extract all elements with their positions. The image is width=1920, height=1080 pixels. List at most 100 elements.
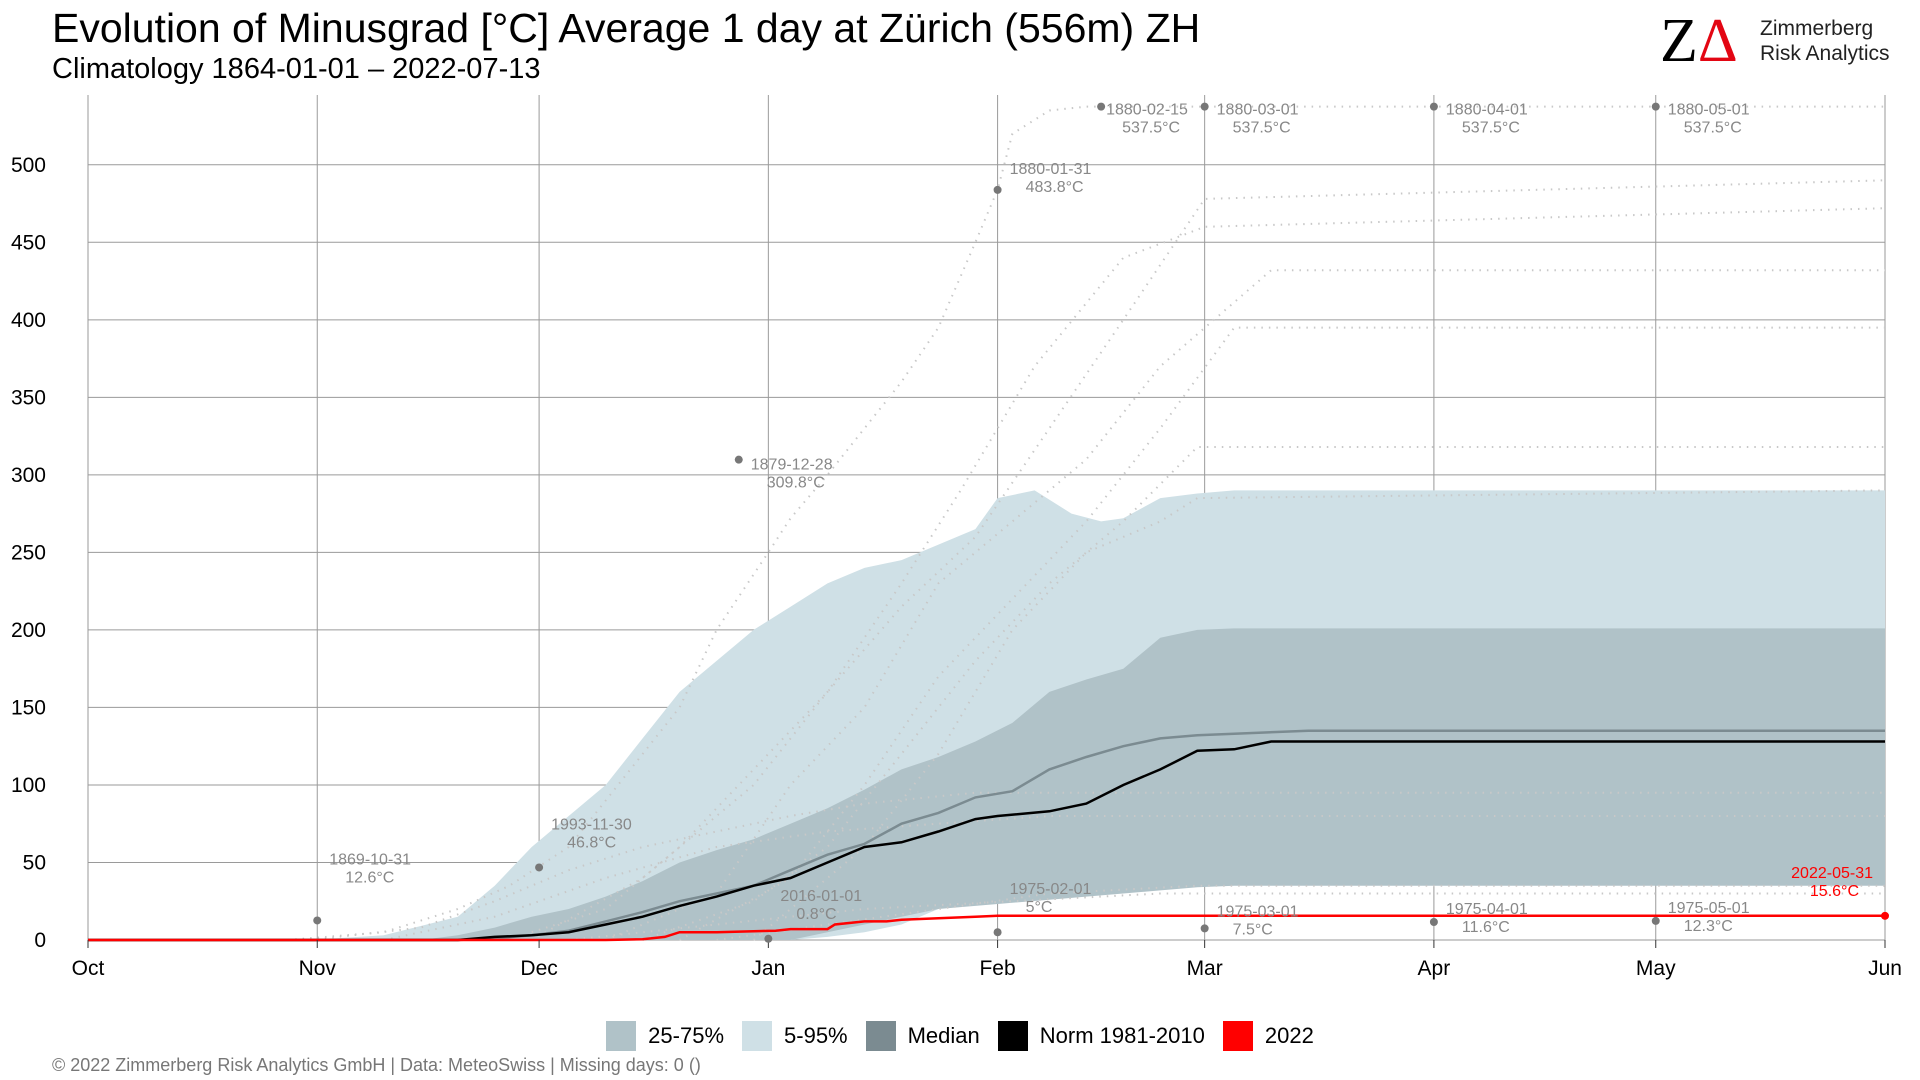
y-tick-label: 350	[11, 386, 46, 409]
x-tick-label: Jan	[751, 957, 785, 980]
annotation-date: 2022-05-31	[1791, 865, 1873, 882]
page-title: Evolution of Minusgrad [°C] Average 1 da…	[52, 5, 1201, 51]
logo-mark: ZΔ	[1660, 8, 1738, 74]
legend-swatch	[742, 1021, 773, 1051]
history-line	[309, 791, 1885, 941]
y-tick-label: 200	[11, 619, 46, 642]
annotation-value: 309.8°C	[767, 475, 825, 492]
annotation-value: 12.3°C	[1684, 918, 1733, 935]
annotation-date: 1880-01-31	[1010, 161, 1092, 178]
annotation-date: 1975-05-01	[1668, 900, 1750, 917]
annotation-value: 46.8°C	[567, 834, 616, 851]
annotation-date: 1880-04-01	[1446, 102, 1528, 119]
annotation-point	[1651, 102, 1660, 111]
legend-item: 5-95%	[742, 1021, 848, 1051]
y-tick-label: 400	[11, 309, 46, 332]
legend-swatch	[1222, 1021, 1253, 1051]
legend-item: Median	[865, 1021, 980, 1051]
logo-name: Zimmerberg Risk Analytics	[1760, 16, 1890, 66]
annotation-value: 537.5°C	[1122, 120, 1180, 137]
annotation-point	[993, 185, 1002, 194]
annotation-point	[1429, 102, 1438, 111]
annotation-point	[1200, 924, 1209, 933]
y-tick-label: 50	[23, 851, 46, 874]
chart-legend: 25-75% 5-95% Median Norm 1981-2010 2022	[0, 1018, 1920, 1054]
annotation-value: 0.8°C	[796, 906, 836, 923]
logo-name-line1: Zimmerberg	[1760, 17, 1874, 40]
annotation-value: 12.6°C	[345, 869, 394, 886]
median-line	[88, 729, 1885, 942]
x-tick-label: May	[1636, 957, 1676, 980]
chart-history-lines	[287, 105, 1886, 941]
history-line	[287, 105, 1885, 941]
annotation-value: 537.5°C	[1684, 120, 1742, 137]
y-tick-label: 150	[11, 696, 46, 719]
annotation-date: 1879-12-28	[751, 457, 833, 474]
chart-axes: 0 50 100 150 200 250 300 350 400 450 500 Oct Nov Dec J…	[11, 154, 1902, 980]
annotation-value: 483.8°C	[1026, 179, 1084, 196]
chart-series-lines	[88, 729, 1885, 942]
chart-bands	[88, 490, 1885, 940]
y-tick-label: 250	[11, 541, 46, 564]
annotation-date: 1975-02-01	[1010, 881, 1092, 898]
annotation-point	[764, 934, 773, 943]
legend-item: 2022	[1222, 1021, 1314, 1051]
annotation-date: 1869-10-31	[329, 851, 411, 868]
annotation-date: 1993-11-30	[551, 816, 632, 833]
page-subtitle: Climatology 1864-01-01 – 2022-07-13	[52, 53, 541, 85]
annotation-date: 1880-05-01	[1668, 102, 1750, 119]
band-25-75	[88, 628, 1885, 940]
annotation-value: 11.6°C	[1462, 919, 1510, 936]
legend-swatch	[606, 1021, 637, 1051]
x-tick-label: Oct	[72, 957, 105, 980]
company-logo: ZΔ Zimmerberg Risk Analytics	[1660, 8, 1900, 74]
annotation-point	[535, 863, 544, 872]
annotation-point	[734, 455, 743, 464]
footer-credits: © 2022 Zimmerberg Risk Analytics GmbH | …	[52, 1055, 701, 1075]
history-line	[642, 446, 1885, 941]
y-tick-label: 0	[34, 929, 46, 952]
legend-item: Norm 1981-2010	[997, 1021, 1205, 1051]
annotation-point	[1651, 916, 1660, 925]
legend-swatch	[997, 1021, 1028, 1051]
legend-label: 25-75%	[648, 1023, 725, 1048]
y-tick-label: 100	[11, 774, 46, 797]
annotation-value: 537.5°C	[1233, 120, 1291, 137]
x-tick-label: Apr	[1418, 957, 1451, 980]
x-tick-label: Mar	[1187, 957, 1223, 980]
annotation-date: 1880-03-01	[1217, 102, 1299, 119]
annotation-point	[1881, 911, 1889, 920]
legend-label: 5-95%	[784, 1023, 848, 1048]
series-2022-line	[88, 914, 1885, 942]
annotation-point	[313, 916, 322, 925]
annotation-value: 5°C	[1026, 899, 1053, 916]
annotation-point	[993, 928, 1002, 937]
annotation-date: 2016-01-01	[780, 888, 862, 905]
legend-label: 2022	[1264, 1023, 1314, 1048]
logo-name-line2: Risk Analytics	[1760, 42, 1890, 65]
annotation-point	[1097, 102, 1106, 111]
x-tick-label: Nov	[299, 957, 337, 980]
x-tick-label: Dec	[520, 957, 557, 980]
logo-mark-delta: Δ	[1697, 7, 1738, 75]
x-tick-label: Feb	[979, 957, 1015, 980]
legend-label: Norm 1981-2010	[1039, 1023, 1205, 1048]
legend-item: 25-75%	[606, 1021, 724, 1051]
annotation-point	[1200, 102, 1209, 111]
band-5-95	[88, 490, 1885, 940]
annotation-value: 7.5°C	[1233, 921, 1273, 938]
y-tick-label: 300	[11, 464, 46, 487]
annotation-value: 15.6°C	[1810, 883, 1859, 900]
logo-mark-z: Z	[1660, 7, 1698, 75]
annotation-date: 1880-02-15	[1106, 102, 1188, 119]
history-line	[531, 207, 1886, 941]
y-tick-label: 450	[11, 231, 46, 254]
legend-swatch	[865, 1021, 896, 1051]
x-tick-label: Jun	[1868, 957, 1902, 980]
annotation-point	[1429, 918, 1438, 927]
y-tick-label: 500	[11, 154, 46, 177]
annotation-date: 1975-03-01	[1217, 903, 1299, 920]
norm-line	[88, 740, 1885, 942]
